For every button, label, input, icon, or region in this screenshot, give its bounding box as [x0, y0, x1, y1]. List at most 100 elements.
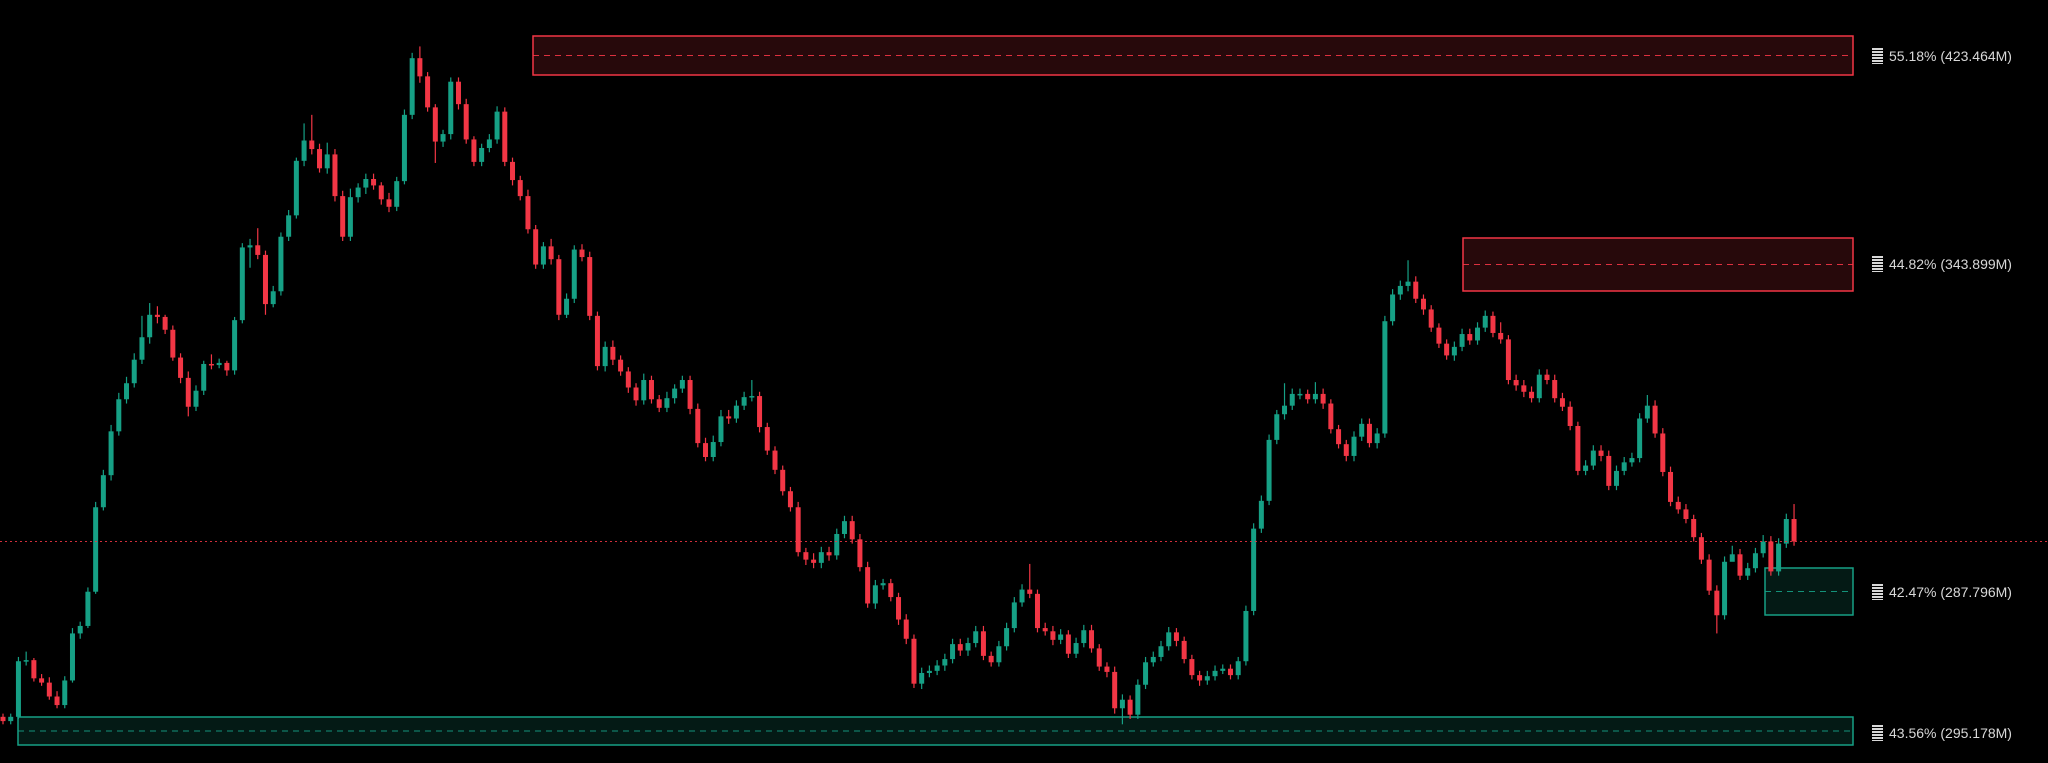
- candle: [502, 107, 508, 167]
- candle: [579, 244, 585, 262]
- candle: [255, 228, 261, 260]
- candle-body: [803, 552, 809, 560]
- candle-body: [1737, 554, 1743, 576]
- candle-body: [818, 552, 824, 563]
- candle: [170, 325, 176, 361]
- candle: [386, 192, 392, 213]
- candle-body: [548, 246, 554, 260]
- candle-body: [757, 396, 763, 428]
- candle-body: [479, 147, 485, 162]
- candle: [641, 373, 647, 405]
- candle-body: [131, 359, 137, 384]
- candle-body: [1181, 640, 1187, 660]
- candle: [216, 358, 222, 369]
- candle: [440, 129, 446, 147]
- candle-body: [293, 160, 299, 216]
- candle-body: [1081, 630, 1087, 644]
- candle-body: [926, 670, 932, 673]
- candle-body: [100, 475, 106, 508]
- candle-body: [224, 362, 230, 371]
- candle: [201, 360, 207, 395]
- candle-body: [332, 154, 338, 197]
- candle-body: [324, 154, 330, 169]
- candle-body: [54, 696, 60, 706]
- candle: [1413, 276, 1419, 304]
- candle-body: [703, 443, 709, 457]
- candle: [1745, 562, 1751, 580]
- candle: [1150, 651, 1156, 667]
- level-label-3: 42.47% (287.796M): [1872, 583, 2012, 601]
- candle: [841, 515, 847, 539]
- candle: [733, 400, 739, 423]
- candle: [1683, 504, 1689, 524]
- candle: [1583, 460, 1589, 476]
- candle-body: [239, 247, 245, 321]
- candle: [1444, 339, 1450, 360]
- candle-body: [93, 507, 99, 592]
- candle: [185, 371, 191, 417]
- candle-body: [8, 716, 14, 722]
- candle-body: [996, 646, 1002, 663]
- candle: [973, 625, 979, 648]
- candle: [1768, 536, 1774, 576]
- candle: [625, 367, 631, 393]
- candle-body: [672, 388, 678, 399]
- candle-body: [1567, 406, 1573, 426]
- candle: [1374, 428, 1380, 449]
- candle: [787, 486, 793, 512]
- candle-body: [1683, 509, 1689, 520]
- candle-body: [1073, 643, 1079, 654]
- level-label-4: 43.56% (295.178M): [1872, 724, 2012, 742]
- candle: [1559, 392, 1565, 412]
- candle: [224, 360, 230, 376]
- candle-body: [455, 81, 461, 105]
- candle: [1536, 369, 1542, 403]
- candle: [15, 656, 21, 719]
- candle: [818, 546, 824, 569]
- candle-body: [1451, 346, 1457, 356]
- candle: [965, 637, 971, 656]
- candle: [363, 173, 369, 194]
- candle-body: [540, 246, 546, 265]
- candle: [602, 341, 608, 372]
- candle-body: [1119, 699, 1125, 709]
- candle-body: [1637, 418, 1643, 459]
- candle-body: [872, 585, 878, 604]
- candle-body: [587, 257, 593, 316]
- candle-body: [510, 161, 516, 181]
- candle-body: [517, 180, 523, 197]
- order-book-icon: [1872, 256, 1883, 272]
- candle: [46, 677, 52, 700]
- candle: [1197, 670, 1203, 686]
- candle: [1343, 439, 1349, 462]
- candle: [471, 136, 477, 167]
- candle-body: [0, 716, 6, 722]
- candle: [378, 182, 384, 205]
- candle-body: [980, 631, 986, 656]
- candle-body: [749, 396, 755, 398]
- candle: [494, 106, 500, 144]
- candle: [1613, 465, 1619, 491]
- zones-layer: [17, 35, 1854, 746]
- candle: [1366, 418, 1372, 448]
- candle-body: [1505, 339, 1511, 381]
- candle-body: [733, 405, 739, 419]
- candle: [39, 674, 45, 686]
- candle-body: [618, 359, 624, 372]
- candle-body: [1289, 393, 1295, 406]
- candle-body: [502, 111, 508, 162]
- candle: [1776, 538, 1782, 576]
- candle: [193, 385, 199, 412]
- candle: [1305, 389, 1311, 404]
- candle-body: [780, 469, 786, 492]
- candle-body: [486, 139, 492, 148]
- candle-body: [857, 539, 863, 568]
- candle: [417, 46, 423, 83]
- candle-body: [178, 357, 184, 378]
- candle: [232, 316, 238, 375]
- candle: [1436, 323, 1442, 348]
- candle: [888, 578, 894, 602]
- candle-body: [62, 680, 68, 706]
- candle: [1351, 431, 1357, 462]
